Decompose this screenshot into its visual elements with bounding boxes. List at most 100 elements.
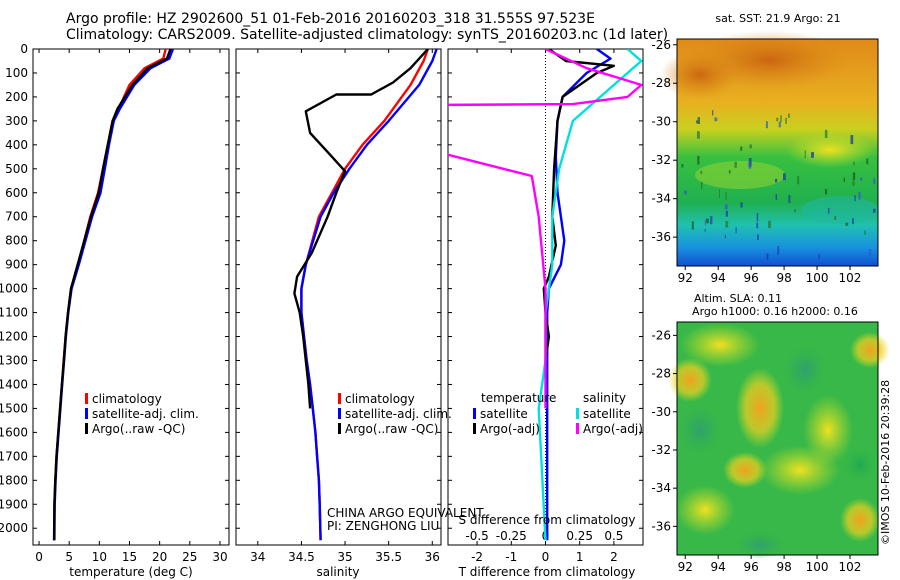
sst-speck bbox=[852, 218, 854, 225]
sst-speck bbox=[740, 146, 743, 151]
sst-speck bbox=[834, 216, 837, 220]
difference-xtick-label: -1 bbox=[505, 550, 517, 564]
temperature-axis-label: temperature (deg C) bbox=[69, 565, 192, 579]
salinity-legend-swatch bbox=[338, 393, 341, 404]
depth-tick-label: 1000 bbox=[0, 282, 28, 296]
s-difference-axis-label: S difference from climatology bbox=[459, 513, 636, 527]
sst-speck bbox=[788, 195, 791, 204]
climatology-salinity-line bbox=[300, 49, 430, 541]
depth-tick-label: 1800 bbox=[0, 473, 28, 487]
salinity-legend-swatch bbox=[338, 408, 341, 419]
china-argo-annotation: CHINA ARGO EQUIVALENT bbox=[327, 506, 484, 520]
salinity-legend-swatch bbox=[338, 423, 341, 434]
sla-map-xtick-label: 94 bbox=[711, 560, 726, 574]
depth-tick-label: 300 bbox=[5, 114, 28, 128]
sst-speck bbox=[681, 164, 684, 168]
sst-speck bbox=[725, 192, 727, 200]
difference-xtick-label: 0 bbox=[542, 550, 550, 564]
sst-speck bbox=[724, 204, 728, 210]
depth-tick-label: 1300 bbox=[0, 353, 28, 367]
sla-yellow-south bbox=[760, 445, 840, 495]
temperature-legend-entry: climatology bbox=[92, 392, 162, 406]
sst-speck bbox=[852, 172, 856, 181]
satellite-adj-clim-salinity-line bbox=[300, 49, 438, 541]
sst-map-frame bbox=[676, 38, 879, 267]
temperature-series-group bbox=[52, 49, 175, 541]
sst-speck bbox=[765, 121, 768, 129]
sst-speck bbox=[797, 175, 800, 185]
salinity-legend-entry: Argo(..raw -QC) bbox=[345, 422, 438, 436]
sla-orange-se bbox=[840, 498, 880, 542]
satellite-salinity-line bbox=[537, 49, 643, 541]
sst-speck bbox=[714, 117, 718, 122]
depth-tick-label: 1900 bbox=[0, 497, 28, 511]
sst-speck bbox=[824, 129, 828, 138]
sst-speck bbox=[804, 150, 806, 159]
sst-warm-patch-west bbox=[660, 50, 740, 100]
sst-speck bbox=[691, 221, 694, 230]
sst-speck bbox=[852, 180, 855, 186]
sla-map-ytick-label: -28 bbox=[651, 367, 671, 381]
sst-speck bbox=[728, 170, 731, 174]
sst-speck bbox=[783, 173, 786, 181]
sst-map-title: sat. SST: 21.9 Argo: 21 bbox=[715, 12, 840, 25]
temperature-plot-frame bbox=[32, 48, 230, 546]
difference-temperature-legend-swatch bbox=[473, 408, 476, 419]
sst-speck bbox=[818, 254, 820, 260]
depth-tick-label: 600 bbox=[5, 186, 28, 200]
sst-map-xtick-label: 100 bbox=[806, 271, 829, 285]
figure-subtitle: Climatology: CARS2009. Satellite-adjuste… bbox=[66, 27, 669, 43]
sst-speck bbox=[794, 209, 796, 213]
figure-title: Argo profile: HZ 2902600_51 01-Feb-2016 … bbox=[66, 11, 595, 27]
difference-xtick-label: -2 bbox=[471, 550, 483, 564]
sla-map-xtick-label: 98 bbox=[776, 560, 791, 574]
legend-temperature-title: temperature bbox=[481, 391, 556, 405]
sst-speck bbox=[868, 249, 872, 256]
sla-map-frame bbox=[676, 321, 879, 556]
sst-speck bbox=[704, 219, 706, 226]
temperature-xtick-label: 25 bbox=[182, 550, 197, 564]
sla-map-xtick-label: 96 bbox=[743, 560, 758, 574]
sla-orange-s bbox=[723, 452, 767, 488]
sst-speck bbox=[873, 178, 876, 185]
sla-yellow-1 bbox=[680, 323, 760, 367]
sst-speck bbox=[740, 202, 743, 208]
sst-speck bbox=[854, 195, 856, 202]
difference-xtick-label: 1 bbox=[576, 550, 584, 564]
sst-specks bbox=[681, 110, 876, 260]
sst-map-xtick-label: 98 bbox=[776, 271, 791, 285]
salinity-xtick-label: 35 bbox=[337, 550, 352, 564]
sla-yellow-sw bbox=[675, 485, 735, 535]
sla-map-ytick-label: -30 bbox=[651, 405, 671, 419]
sla-map-xtick-label: 100 bbox=[806, 560, 829, 574]
sst-map-ytick-label: -28 bbox=[651, 76, 671, 90]
pi-annotation: PI: ZENGHONG LIU bbox=[327, 519, 439, 533]
sst-speck bbox=[712, 110, 714, 116]
sst-cyan-patch bbox=[802, 196, 878, 224]
temperature-legend-swatch bbox=[85, 423, 88, 434]
argo-adj-salinity-line bbox=[448, 49, 643, 409]
sla-map-xtick-label: 102 bbox=[839, 560, 862, 574]
sla-green-1 bbox=[842, 447, 878, 483]
sst-speck bbox=[748, 162, 752, 169]
sst-map-ytick-label: -26 bbox=[651, 38, 671, 52]
argo-raw-qc-salinity-line bbox=[293, 49, 429, 409]
depth-tick-label: 800 bbox=[5, 234, 28, 248]
sla-map-ytick-label: -26 bbox=[651, 328, 671, 342]
sst-speck bbox=[780, 115, 782, 123]
sst-speck bbox=[788, 113, 790, 118]
depth-tick-label: 1200 bbox=[0, 330, 28, 344]
legend-salinity-title: salinity bbox=[583, 391, 626, 405]
sst-speck bbox=[864, 230, 866, 235]
sst-map-ytick-label: -36 bbox=[651, 230, 671, 244]
sst-lime-band bbox=[695, 161, 785, 189]
sst-speck bbox=[757, 234, 759, 240]
satellite-temperature-line bbox=[546, 49, 612, 541]
argo-raw-qc-temperature-line bbox=[52, 49, 172, 541]
difference-xtick-label: 2 bbox=[610, 550, 618, 564]
sst-speck bbox=[866, 158, 869, 165]
sst-speck bbox=[756, 212, 759, 222]
sst-speck bbox=[824, 189, 828, 195]
sst-speck bbox=[710, 216, 713, 225]
